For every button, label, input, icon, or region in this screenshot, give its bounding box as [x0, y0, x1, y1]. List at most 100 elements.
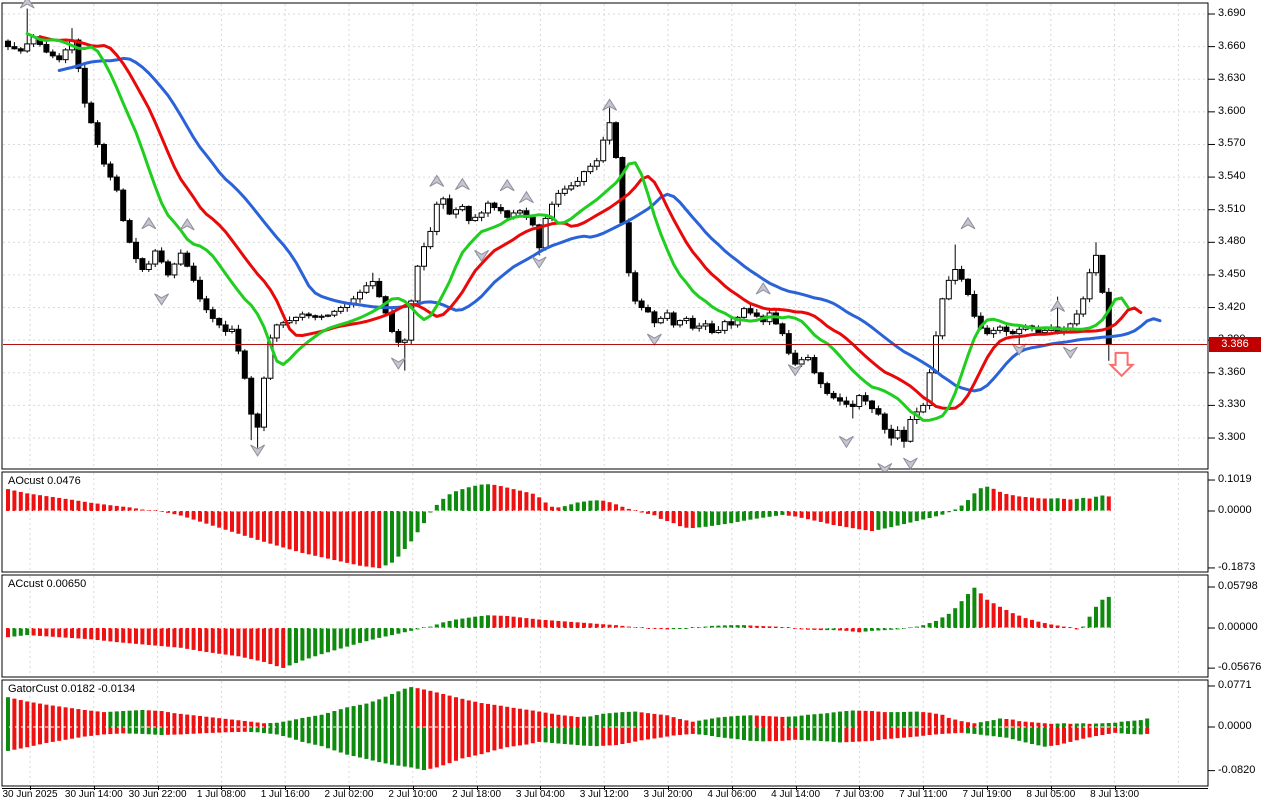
osc-bar	[479, 703, 484, 727]
osc-bar	[300, 628, 305, 661]
candle-body	[529, 216, 536, 226]
candle-body	[107, 163, 114, 178]
osc-bar	[89, 710, 94, 727]
osc-bar	[882, 511, 887, 529]
candle-body	[197, 279, 203, 300]
osc-bar	[166, 628, 170, 647]
candle-body	[619, 157, 626, 224]
osc-bar	[1145, 727, 1150, 734]
osc-bar	[729, 511, 734, 524]
osc-bar	[690, 721, 695, 727]
price-axis-label: 3.330	[1218, 398, 1246, 411]
osc-bar	[498, 727, 503, 749]
osc-bar	[1023, 618, 1028, 628]
osc-bar	[1062, 727, 1066, 744]
ao-indicator-label: AOcust 0.0476	[8, 475, 81, 487]
candle-body	[203, 298, 210, 311]
osc-bar	[978, 722, 983, 727]
osc-bar	[223, 511, 228, 530]
price-axis-label: 3.660	[1218, 39, 1246, 52]
osc-bar	[31, 494, 36, 511]
osc-bar	[396, 727, 401, 766]
osc-bar	[1094, 496, 1098, 511]
osc-bar	[460, 618, 465, 628]
time-axis[interactable]: 30 Jun 2025 30 Jun 14:00 30 Jun 22:00 1 Jul…	[0, 786, 1280, 800]
osc-bar	[518, 617, 522, 628]
candle-body	[427, 230, 434, 248]
osc-bar	[614, 625, 618, 628]
osc-bar	[12, 490, 17, 511]
osc-bar	[767, 727, 772, 742]
osc-bar	[594, 623, 599, 628]
osc-bar	[236, 720, 241, 727]
gator-oscillator-panel[interactable]	[0, 678, 1280, 788]
candle-body	[216, 317, 223, 326]
osc-bar	[799, 715, 804, 727]
ao-oscillator-panel[interactable]	[0, 471, 1280, 574]
osc-bar	[582, 716, 586, 727]
osc-bar	[1081, 497, 1086, 511]
osc-bar	[1126, 727, 1130, 734]
osc-bar	[390, 511, 394, 563]
candle-body	[875, 408, 882, 415]
candle-body	[1093, 254, 1099, 274]
osc-bar	[492, 704, 497, 727]
osc-bar	[927, 712, 932, 727]
fractal-up-icon	[755, 282, 771, 295]
osc-bar	[1010, 727, 1015, 740]
osc-bar	[921, 727, 926, 736]
osc-bar	[812, 628, 817, 630]
osc-bar	[652, 727, 657, 739]
osc-bar	[76, 709, 81, 727]
osc-bar	[44, 727, 49, 743]
candle-body	[184, 252, 191, 267]
candle-body	[421, 246, 427, 267]
osc-bar	[242, 511, 247, 536]
osc-bar	[959, 505, 964, 511]
osc-bar	[255, 727, 260, 733]
candle-body	[721, 321, 728, 331]
price-axis-label: 3.510	[1218, 202, 1246, 215]
candle-body	[5, 40, 11, 48]
candle-body	[811, 357, 818, 374]
osc-bar	[857, 727, 862, 742]
osc-bar	[601, 713, 606, 727]
osc-bar	[274, 511, 279, 546]
osc-bar	[76, 628, 81, 639]
osc-bar	[818, 511, 823, 522]
osc-bar	[146, 710, 151, 727]
candle-body	[881, 413, 888, 430]
osc-bar	[102, 727, 106, 735]
candle-body	[299, 313, 306, 318]
candle-body	[401, 339, 408, 343]
candle-body	[888, 428, 895, 439]
osc-bar	[754, 511, 759, 519]
osc-bar	[383, 727, 388, 764]
osc-bar	[793, 716, 798, 727]
osc-bar	[626, 711, 631, 727]
candle-body	[606, 122, 613, 141]
candle-body	[805, 357, 811, 361]
current-price-tag: 3.386	[1209, 337, 1261, 352]
osc-bar	[985, 486, 990, 511]
osc-bar	[415, 628, 420, 630]
ac-oscillator-panel[interactable]	[0, 574, 1280, 678]
osc-bar	[319, 628, 324, 655]
candle-body	[414, 265, 421, 302]
osc-bar	[70, 499, 74, 511]
candle-body	[165, 261, 171, 276]
osc-bar	[262, 511, 266, 542]
osc-bar	[966, 594, 970, 628]
osc-bar	[178, 713, 183, 727]
main-price-panel[interactable]	[0, 0, 1280, 471]
osc-bar	[466, 700, 471, 727]
osc-bar	[204, 716, 209, 727]
osc-bar	[569, 727, 574, 745]
osc-bar	[377, 699, 382, 727]
osc-bar	[838, 711, 842, 727]
candle-body	[459, 205, 466, 211]
ao-axis-label: -0.1873	[1218, 560, 1256, 573]
candle-body	[318, 315, 325, 318]
osc-bar	[850, 511, 855, 529]
